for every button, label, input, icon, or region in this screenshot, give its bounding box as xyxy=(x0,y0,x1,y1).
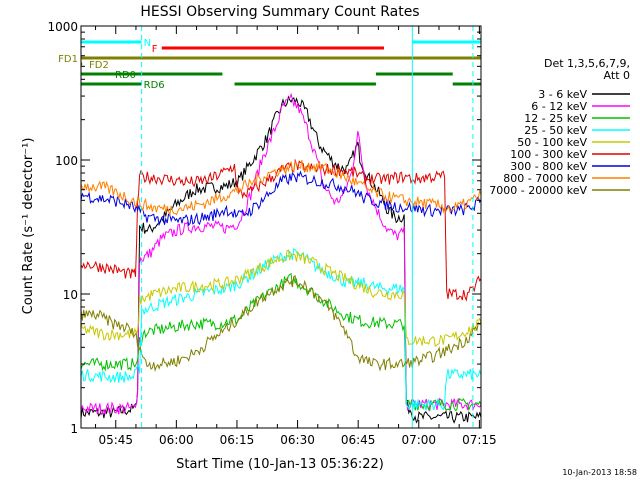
y-tick-label-4: 1000 xyxy=(47,20,78,34)
legend-label-9: 7000 - 20000 keV xyxy=(489,184,587,197)
x-tick-label-5: 06:45 xyxy=(341,433,376,447)
axis-ticks: 05:45 06:00 06:15 06:30 06:45 07:00 07:15 1 10 10… xyxy=(47,20,496,447)
y-tick-label-2: 10 xyxy=(63,288,78,302)
series-line-9 xyxy=(81,275,481,372)
series-lines xyxy=(81,92,481,424)
flag-label-rd6: RD6 xyxy=(144,80,165,91)
x-tick-label-7: 07:15 xyxy=(462,433,497,447)
flag-bars: NF FD1 FD2 RD0 RD6 xyxy=(58,38,481,91)
y-tick-label-3: 100 xyxy=(55,154,78,168)
flag-vlines xyxy=(141,26,474,428)
flag-label-f: F xyxy=(152,44,158,55)
flag-label-n: N xyxy=(144,38,151,49)
series-line-8 xyxy=(81,160,481,217)
legend-label-2: 6 - 12 keV xyxy=(531,100,587,113)
x-tick-label-4: 06:30 xyxy=(280,433,315,447)
series-line-2 xyxy=(81,92,481,416)
legend-label-5: 50 - 100 keV xyxy=(517,136,587,149)
legend-label-6: 100 - 300 keV xyxy=(510,148,587,161)
legend-label-7: 300 - 800 keV xyxy=(510,160,587,173)
chart-title: HESSI Observing Summary Count Rates xyxy=(140,4,419,20)
x-axis-label: Start Time (10-Jan-13 05:36:22) xyxy=(176,457,384,472)
legend-label-3: 12 - 25 keV xyxy=(524,112,587,125)
y-tick-label-1: 1 xyxy=(70,422,78,436)
x-tick-label-3: 06:15 xyxy=(220,433,255,447)
series-line-6 xyxy=(81,158,481,302)
x-tick-label-6: 07:00 xyxy=(401,433,436,447)
x-tick-label-2: 06:00 xyxy=(159,433,194,447)
series-line-5 xyxy=(81,249,481,347)
legend-label-4: 25 - 50 keV xyxy=(524,124,587,137)
x-tick-label-1: 05:45 xyxy=(98,433,133,447)
legend-header-1: Det 1,3,5,6,7,9, xyxy=(544,57,630,70)
legend-label-8: 800 - 7000 keV xyxy=(503,172,587,185)
flag-label-rd0: RD0 xyxy=(115,70,136,81)
series-line-4 xyxy=(81,247,481,411)
y-axis-label: Count Rate (s⁻¹ detector⁻¹) xyxy=(21,138,36,315)
flag-label-fd1: FD1 xyxy=(58,54,78,65)
legend-header-2: Att 0 xyxy=(604,69,630,82)
flag-label-fd2: FD2 xyxy=(89,60,109,71)
date-stamp: 10-Jan-2013 18:58 xyxy=(562,468,637,477)
legend-label-1: 3 - 6 keV xyxy=(538,88,587,101)
series-line-7 xyxy=(81,170,481,227)
plot-frame xyxy=(80,25,482,429)
